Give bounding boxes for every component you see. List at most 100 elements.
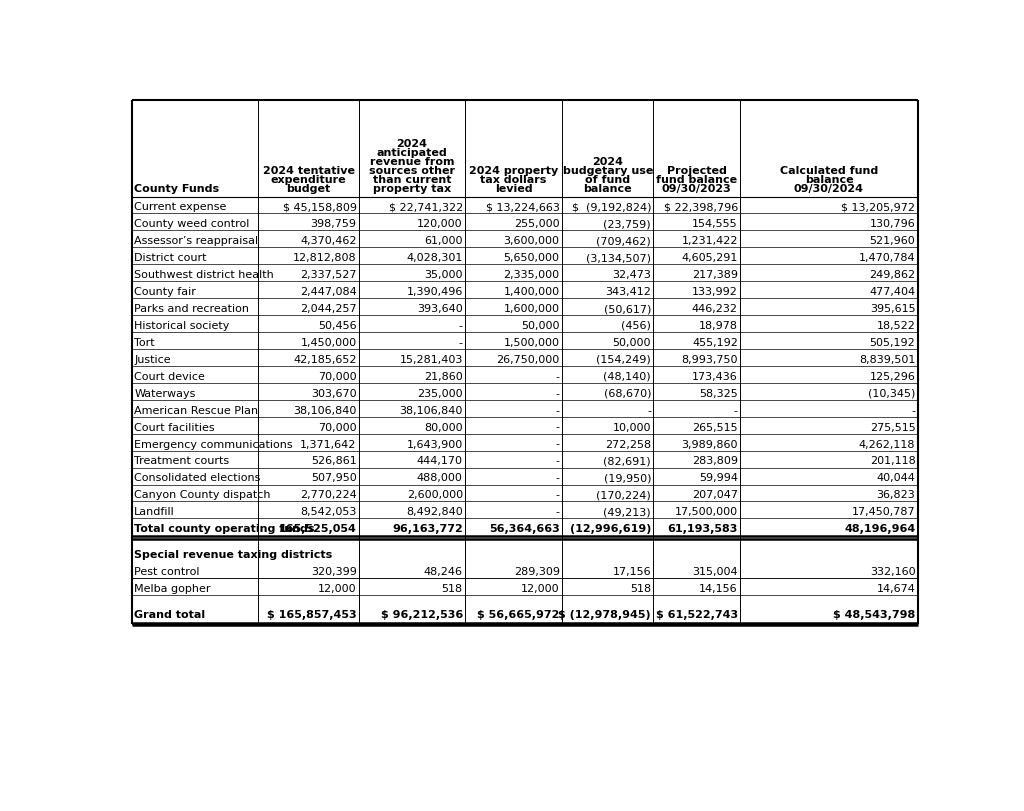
Text: -: - <box>556 422 560 432</box>
Text: 4,262,118: 4,262,118 <box>859 439 915 449</box>
Text: 50,000: 50,000 <box>521 320 560 331</box>
Text: (82,691): (82,691) <box>603 456 651 466</box>
Text: 2024 property: 2024 property <box>469 165 558 176</box>
Text: 455,192: 455,192 <box>692 337 738 347</box>
Text: 12,000: 12,000 <box>521 584 560 594</box>
Text: 5,650,000: 5,650,000 <box>504 253 560 263</box>
Text: budget: budget <box>287 183 331 194</box>
Text: Landfill: Landfill <box>134 507 175 517</box>
Text: County Funds: County Funds <box>134 183 219 194</box>
Text: 1,500,000: 1,500,000 <box>504 337 560 347</box>
Text: 2024 tentative: 2024 tentative <box>262 165 354 176</box>
Text: (170,224): (170,224) <box>596 490 651 500</box>
Text: Projected: Projected <box>667 165 727 176</box>
Text: 133,992: 133,992 <box>692 287 738 297</box>
Text: 315,004: 315,004 <box>692 567 738 577</box>
Text: 1,450,000: 1,450,000 <box>300 337 356 347</box>
Text: Pest control: Pest control <box>134 567 200 577</box>
Text: 289,309: 289,309 <box>514 567 560 577</box>
Text: -: - <box>556 456 560 466</box>
Text: (23,759): (23,759) <box>603 219 651 229</box>
Text: 35,000: 35,000 <box>424 270 463 280</box>
Text: 343,412: 343,412 <box>605 287 651 297</box>
Text: 15,281,403: 15,281,403 <box>399 354 463 364</box>
Text: 518: 518 <box>630 584 651 594</box>
Text: 1,600,000: 1,600,000 <box>504 303 560 314</box>
Text: Tort: Tort <box>134 337 155 347</box>
Text: 59,994: 59,994 <box>699 473 738 483</box>
Text: 09/30/2024: 09/30/2024 <box>794 183 864 194</box>
Text: -: - <box>556 490 560 500</box>
Text: 18,978: 18,978 <box>699 320 738 331</box>
Text: balance: balance <box>805 174 853 185</box>
Text: levied: levied <box>495 183 532 194</box>
Text: -: - <box>556 371 560 381</box>
Text: 8,542,053: 8,542,053 <box>300 507 356 517</box>
Text: 2024: 2024 <box>592 157 624 167</box>
Text: 61,000: 61,000 <box>424 236 463 246</box>
Text: (154,249): (154,249) <box>596 354 651 364</box>
Text: 446,232: 446,232 <box>692 303 738 314</box>
Text: $ 61,522,743: $ 61,522,743 <box>655 610 738 620</box>
Text: County weed control: County weed control <box>134 219 250 229</box>
Text: 120,000: 120,000 <box>417 219 463 229</box>
Text: $ 22,741,322: $ 22,741,322 <box>388 202 463 212</box>
Text: 42,185,652: 42,185,652 <box>293 354 356 364</box>
Text: Melba gopher: Melba gopher <box>134 584 211 594</box>
Text: 265,515: 265,515 <box>692 422 738 432</box>
Text: Emergency communications: Emergency communications <box>134 439 293 449</box>
Text: -: - <box>459 320 463 331</box>
Text: 4,370,462: 4,370,462 <box>300 236 356 246</box>
Text: 3,600,000: 3,600,000 <box>504 236 560 246</box>
Text: 526,861: 526,861 <box>311 456 356 466</box>
Text: -: - <box>911 406 915 415</box>
Text: Court device: Court device <box>134 371 205 381</box>
Text: $ 13,205,972: $ 13,205,972 <box>842 202 915 212</box>
Text: $ (12,978,945): $ (12,978,945) <box>558 610 651 620</box>
Text: 283,809: 283,809 <box>692 456 738 466</box>
Text: Historical society: Historical society <box>134 320 229 331</box>
Text: 4,028,301: 4,028,301 <box>407 253 463 263</box>
Text: -: - <box>556 439 560 449</box>
Text: -: - <box>556 388 560 398</box>
Text: $ 165,857,453: $ 165,857,453 <box>267 610 356 620</box>
Text: Current expense: Current expense <box>134 202 226 212</box>
Text: 8,993,750: 8,993,750 <box>681 354 738 364</box>
Text: 395,615: 395,615 <box>869 303 915 314</box>
Text: Total county operating funds: Total county operating funds <box>134 524 314 534</box>
Text: (48,140): (48,140) <box>603 371 651 381</box>
Text: 2,447,084: 2,447,084 <box>300 287 356 297</box>
Text: 154,555: 154,555 <box>692 219 738 229</box>
Text: 61,193,583: 61,193,583 <box>668 524 738 534</box>
Text: 2,337,527: 2,337,527 <box>300 270 356 280</box>
Text: Assessor’s reappraisal: Assessor’s reappraisal <box>134 236 258 246</box>
Text: 36,823: 36,823 <box>877 490 915 500</box>
Text: Special revenue taxing districts: Special revenue taxing districts <box>134 550 333 560</box>
Text: 48,246: 48,246 <box>424 567 463 577</box>
Text: 12,812,808: 12,812,808 <box>293 253 356 263</box>
Text: 488,000: 488,000 <box>417 473 463 483</box>
Text: 272,258: 272,258 <box>605 439 651 449</box>
Text: 477,404: 477,404 <box>869 287 915 297</box>
Text: (709,462): (709,462) <box>596 236 651 246</box>
Text: 80,000: 80,000 <box>424 422 463 432</box>
Text: 1,643,900: 1,643,900 <box>407 439 463 449</box>
Text: 14,156: 14,156 <box>699 584 738 594</box>
Text: of fund: of fund <box>585 174 631 185</box>
Text: $ 96,212,536: $ 96,212,536 <box>381 610 463 620</box>
Text: anticipated: anticipated <box>377 148 447 158</box>
Text: 50,000: 50,000 <box>612 337 651 347</box>
Text: 21,860: 21,860 <box>424 371 463 381</box>
Text: 1,231,422: 1,231,422 <box>681 236 738 246</box>
Text: 130,796: 130,796 <box>869 219 915 229</box>
Text: Court facilities: Court facilities <box>134 422 215 432</box>
Text: District court: District court <box>134 253 207 263</box>
Text: 275,515: 275,515 <box>869 422 915 432</box>
Text: 1,371,642: 1,371,642 <box>300 439 356 449</box>
Text: 14,674: 14,674 <box>877 584 915 594</box>
Text: (456): (456) <box>622 320 651 331</box>
Text: 332,160: 332,160 <box>869 567 915 577</box>
Text: (3,134,507): (3,134,507) <box>586 253 651 263</box>
Text: 249,862: 249,862 <box>869 270 915 280</box>
Text: 17,156: 17,156 <box>612 567 651 577</box>
